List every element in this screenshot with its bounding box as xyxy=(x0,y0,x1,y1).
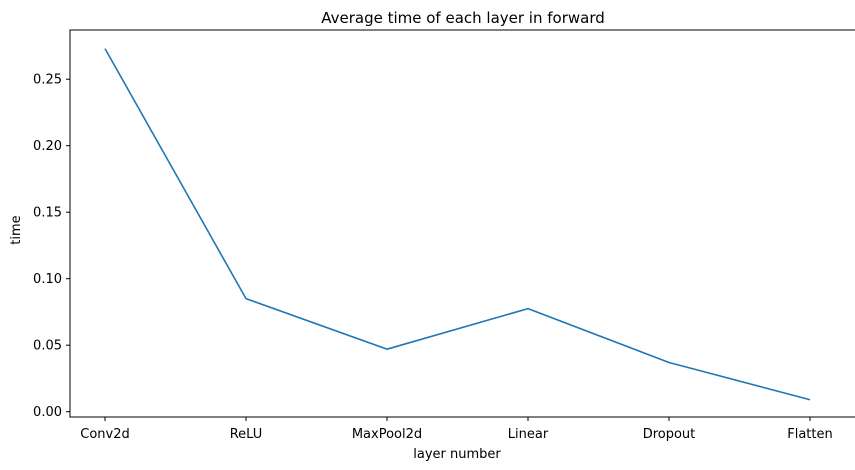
y-tick-label: 0.20 xyxy=(33,139,62,154)
y-tick-label: 0.25 xyxy=(33,73,62,88)
x-tick-label: Flatten xyxy=(787,427,833,442)
series-layer xyxy=(104,48,811,401)
plot-area xyxy=(69,29,855,418)
x-tick-label: ReLU xyxy=(230,427,263,442)
chart-title: Average time of each layer in forward xyxy=(321,9,605,27)
x-axis-label: layer number xyxy=(413,447,501,462)
y-axis-label: time xyxy=(9,215,24,244)
y-axis: 0.00 0.05 0.10 0.15 0.20 0.25 xyxy=(33,73,70,420)
y-tick-label: 0.00 xyxy=(33,405,62,420)
series-line xyxy=(104,48,811,401)
x-tick-label: Conv2d xyxy=(80,427,130,442)
x-tick-label: Dropout xyxy=(643,427,696,442)
plot-frame xyxy=(69,29,855,418)
x-axis: Conv2d ReLU MaxPool2d Linear Dropout Flatten xyxy=(80,417,833,442)
y-tick-label: 0.15 xyxy=(33,206,62,221)
y-tick-label: 0.05 xyxy=(33,339,62,354)
x-tick-label: MaxPool2d xyxy=(352,427,422,442)
x-tick-label: Linear xyxy=(508,427,549,442)
y-tick-label: 0.10 xyxy=(33,272,62,287)
